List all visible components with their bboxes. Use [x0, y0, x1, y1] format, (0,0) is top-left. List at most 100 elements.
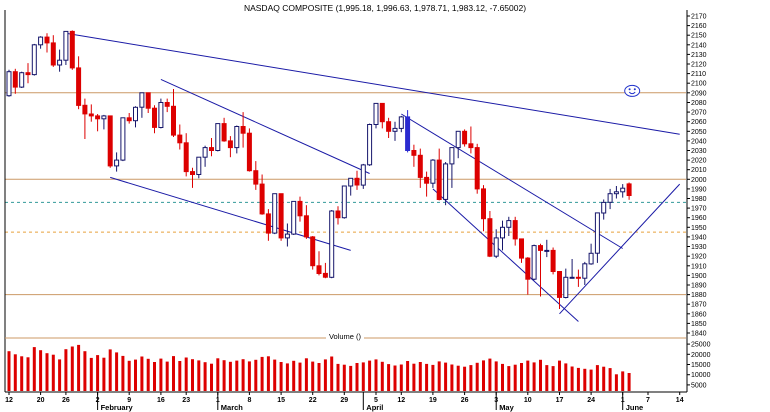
price-tick-label: 2070	[691, 110, 707, 117]
volume-bar	[273, 359, 277, 391]
volume-bar	[583, 368, 587, 391]
candle-body	[12, 71, 18, 88]
candle-body	[284, 233, 290, 239]
candle-body	[386, 121, 392, 132]
volume-bar	[361, 362, 365, 391]
volume-bar	[32, 347, 36, 391]
candle-body	[63, 30, 69, 61]
candle-body	[588, 252, 594, 265]
chart-title: NASDAQ COMPOSITE (1,995.18, 1,996.63, 1,…	[243, 3, 527, 13]
volume-bar	[292, 360, 296, 391]
volume-tick-label: 25000	[691, 342, 711, 349]
volume-bar	[13, 354, 17, 391]
volume-bar	[222, 360, 226, 391]
volume-bar	[235, 360, 239, 391]
candle-body	[405, 116, 411, 151]
candle-body	[50, 42, 56, 66]
candle-body	[607, 193, 613, 203]
volume-bar	[431, 364, 435, 391]
price-tick-label: 2030	[691, 148, 707, 155]
date-tick-label: 26	[461, 397, 469, 404]
price-tick-label: 2040	[691, 138, 707, 145]
volume-bar	[140, 356, 144, 391]
date-tick-label: 10	[524, 397, 532, 404]
date-tick-label: 5	[374, 397, 378, 404]
candle-body	[455, 130, 461, 149]
candle-body	[481, 188, 486, 220]
candle-body	[227, 140, 233, 149]
candle-body	[424, 176, 430, 184]
volume-bar	[115, 352, 119, 391]
price-tick-label: 1850	[691, 321, 707, 328]
candle-body	[582, 263, 588, 279]
volume-bar	[184, 357, 188, 391]
candle-body	[367, 124, 373, 166]
volume-bar	[165, 361, 169, 391]
volume-bar	[64, 349, 68, 391]
candle-body	[107, 115, 113, 167]
volume-bar	[342, 364, 346, 391]
candle-body	[569, 276, 575, 279]
candle-body	[468, 143, 474, 149]
volume-bar	[45, 353, 49, 391]
candle-body	[329, 210, 335, 278]
volume-bar	[602, 366, 606, 391]
candle-body	[417, 154, 423, 178]
volume-bar	[317, 363, 321, 391]
volume-bar	[20, 356, 24, 391]
volume-bar	[425, 363, 429, 391]
volume-bar	[532, 362, 536, 391]
candle-body	[164, 102, 170, 107]
candle-body	[196, 156, 202, 175]
candle-body	[462, 130, 468, 145]
volume-bar	[595, 365, 599, 391]
candle-body	[44, 36, 50, 44]
volume-bar	[70, 346, 74, 391]
candle-body	[379, 102, 385, 123]
candle-body	[114, 159, 120, 167]
volume-bar	[102, 357, 106, 391]
month-label: April	[366, 403, 383, 412]
trend-line	[160, 78, 370, 174]
volume-bar	[437, 361, 441, 391]
candle-body	[126, 117, 132, 122]
smiley-mouth	[628, 91, 636, 95]
price-tick-label: 1960	[691, 215, 707, 222]
volume-tick-label: 15000	[691, 362, 711, 369]
volume-bar	[621, 371, 625, 391]
volume-bar	[463, 366, 467, 391]
volume-bar	[304, 358, 308, 391]
candle-body	[234, 126, 240, 149]
candle-body	[145, 92, 151, 109]
candle-body	[76, 67, 82, 106]
date-tick-label: 12	[397, 397, 405, 404]
candle-body	[594, 212, 600, 254]
volume-bar	[545, 365, 549, 391]
candle-body	[272, 193, 278, 234]
volume-bar	[323, 359, 327, 391]
date-tick-label: 8	[247, 397, 251, 404]
volume-bar	[494, 361, 498, 391]
price-tick-label: 2010	[691, 167, 707, 174]
candle-body	[544, 249, 550, 252]
volume-bar	[216, 358, 220, 391]
volume-bar	[501, 363, 504, 391]
price-tick-label: 2060	[691, 119, 707, 126]
volume-bar	[456, 365, 460, 391]
smiley-face-icon	[624, 84, 641, 97]
volume-bar	[146, 358, 150, 391]
candle-body	[348, 177, 354, 187]
volume-bar	[241, 359, 245, 391]
price-tick-label: 2140	[691, 42, 707, 49]
volume-bar	[614, 374, 618, 391]
candle-body	[474, 147, 480, 190]
candle-body	[120, 117, 126, 161]
candle-body	[525, 257, 531, 280]
volume-tick-label: 10000	[691, 372, 711, 379]
candle-body	[215, 123, 221, 151]
candle-body	[291, 200, 297, 235]
candle-body	[500, 226, 505, 239]
volume-bar	[260, 356, 264, 391]
volume-bar	[279, 362, 283, 391]
